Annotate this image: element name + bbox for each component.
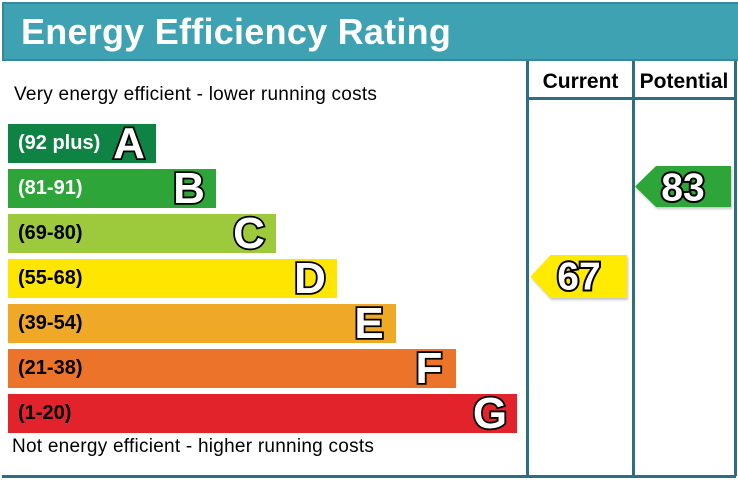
svg-text:E: E <box>354 299 383 348</box>
svg-text:G: G <box>473 389 507 438</box>
svg-text:B: B <box>173 164 205 213</box>
svg-text:83: 83 <box>661 167 704 210</box>
svg-text:D: D <box>294 254 326 303</box>
svg-text:67: 67 <box>557 255 600 298</box>
svg-text:C: C <box>233 209 265 258</box>
svg-text:F: F <box>416 344 443 393</box>
svg-text:A: A <box>113 119 145 168</box>
